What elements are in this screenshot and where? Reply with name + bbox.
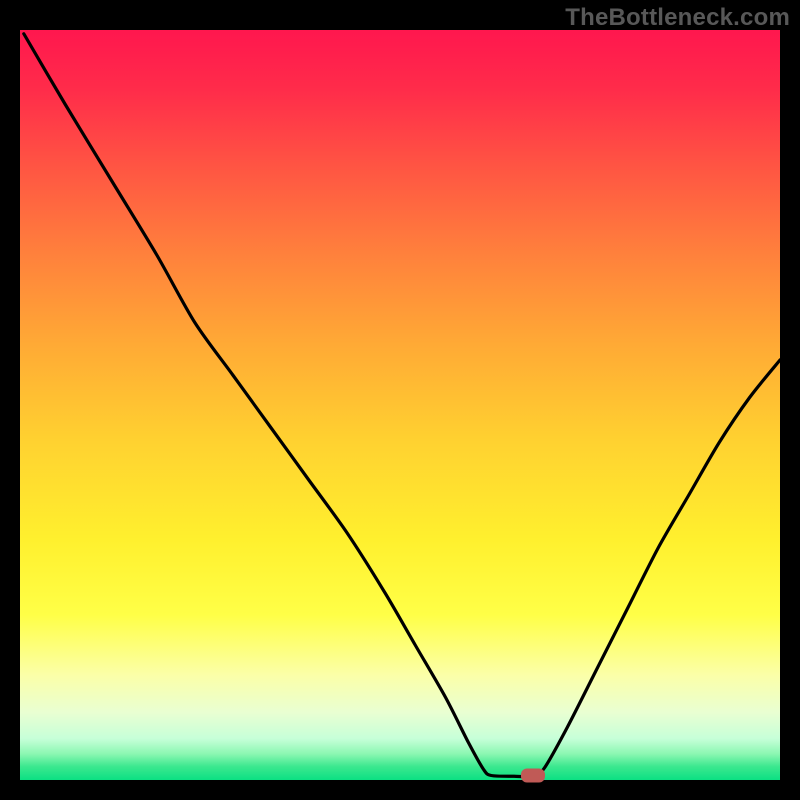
plot-background [20,30,780,780]
bottleneck-chart: TheBottleneck.com [0,0,800,800]
chart-svg [0,0,800,800]
optimal-marker [521,769,545,783]
